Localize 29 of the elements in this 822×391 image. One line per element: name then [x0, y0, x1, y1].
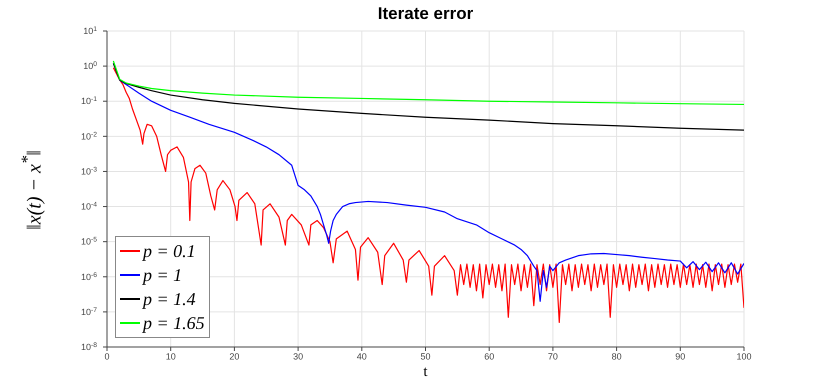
y-tick-label: 10$^{-4}$ — [80, 201, 98, 212]
y-tick-label: 10$^{-5}$ — [80, 236, 98, 247]
legend-label: p = 1.65 — [143, 312, 205, 335]
x-tick-label: 10 — [166, 351, 176, 362]
x-tick-label: 50 — [420, 351, 431, 362]
x-tick-label: 20 — [229, 351, 240, 362]
x-tick-label: 30 — [293, 351, 304, 362]
x-axis-title: t — [422, 364, 429, 381]
x-tick-label: 80 — [612, 351, 622, 362]
y-tick-label: 10$^{-2}$ — [80, 130, 98, 142]
chart-title: Iterate error — [376, 4, 474, 24]
y-tick-label: 10$^{-7}$ — [80, 306, 98, 317]
y-tick-label: 10$^{1}$ — [83, 26, 98, 36]
x-tick-label: 0 — [104, 351, 110, 362]
legend-label: p = 1.4 — [143, 288, 196, 311]
y-tick-label: 10$^{-8}$ — [80, 342, 98, 352]
x-tick-label: 70 — [548, 351, 558, 362]
legend-label: p = 1 — [143, 264, 182, 287]
line-series — [112, 62, 744, 131]
line-series — [112, 60, 744, 106]
x-tick-label: 100 — [736, 351, 752, 362]
y-tick-label: 10$^{0}$ — [83, 60, 98, 72]
legend-label: p = 0.1 — [143, 240, 196, 263]
x-tick-label: 60 — [484, 351, 494, 362]
x-tick-label: 40 — [356, 351, 367, 362]
y-tick-label: 10$^{-3}$ — [80, 166, 98, 176]
y-tick-label: 10$^{-6}$ — [80, 271, 98, 282]
x-tick-label: 90 — [675, 351, 686, 362]
y-tick-label: 10$^{-1}$ — [80, 96, 98, 106]
